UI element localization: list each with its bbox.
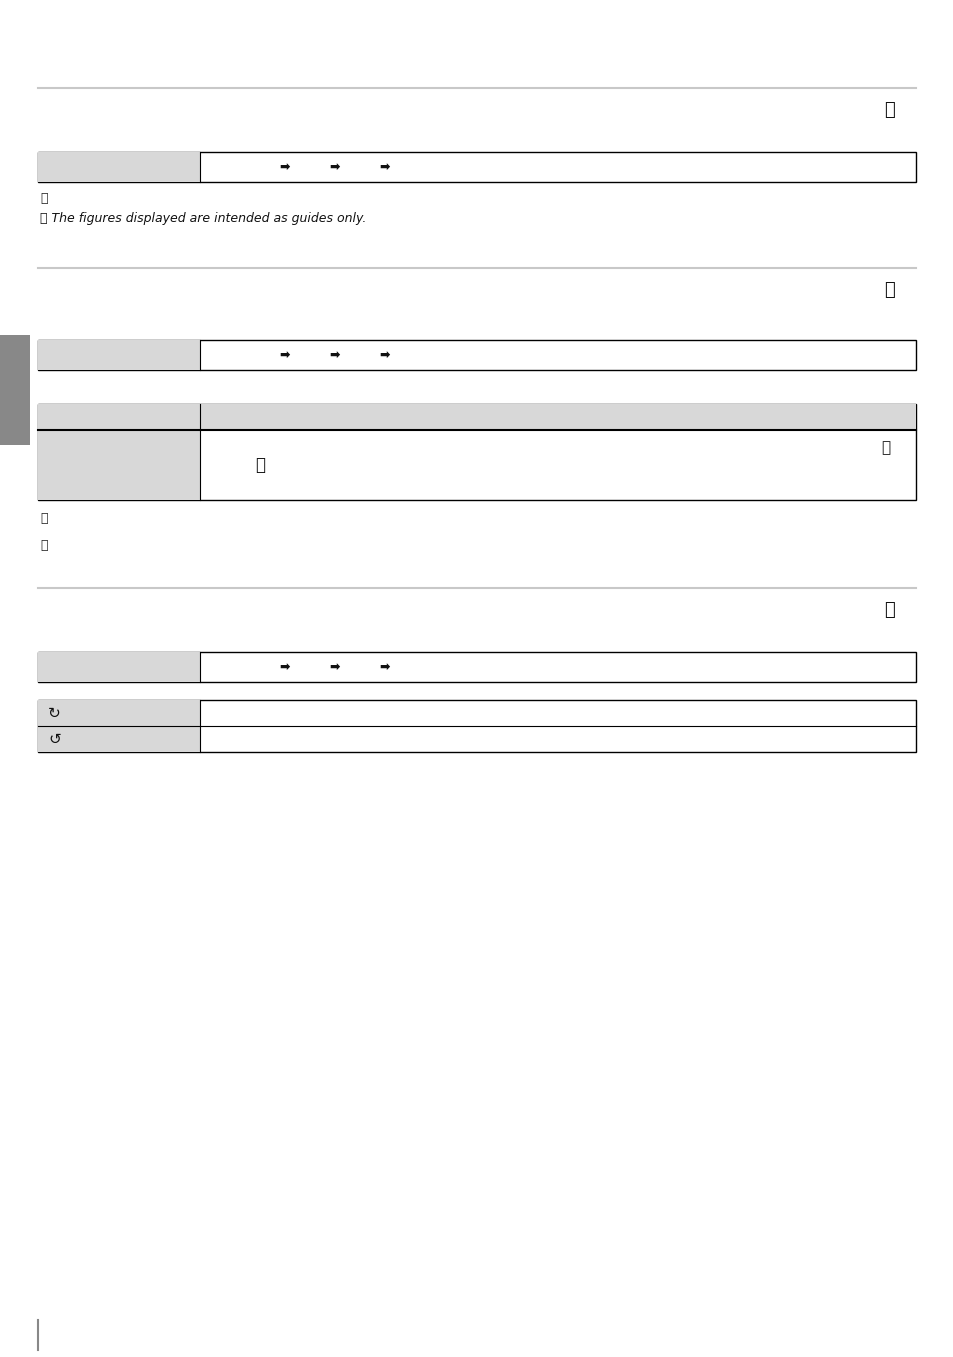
- Bar: [38, 152, 200, 182]
- Text: ⓘ The figures displayed are intended as guides only.: ⓘ The figures displayed are intended as …: [40, 212, 366, 224]
- Text: ⓘ: ⓘ: [40, 191, 48, 205]
- Bar: [38, 651, 200, 683]
- Text: 🎥: 🎥: [883, 100, 895, 119]
- Text: ➡: ➡: [279, 349, 290, 361]
- Text: 🎥: 🎥: [254, 456, 265, 474]
- Text: 🔍: 🔍: [40, 539, 48, 551]
- Text: ↻: ↻: [48, 706, 61, 721]
- Bar: [38, 341, 200, 370]
- Text: ➡: ➡: [330, 661, 340, 673]
- Bar: [38, 726, 200, 752]
- Text: ➡: ➡: [330, 349, 340, 361]
- Bar: [38, 152, 915, 182]
- Bar: [38, 404, 915, 499]
- Text: 📷: 📷: [881, 441, 890, 456]
- Text: ➡: ➡: [379, 661, 390, 673]
- Text: 🎥: 🎥: [883, 281, 895, 299]
- Bar: [38, 700, 915, 752]
- Bar: [0, 335, 30, 445]
- Bar: [38, 651, 915, 683]
- Bar: [38, 404, 915, 430]
- Text: ➡: ➡: [379, 349, 390, 361]
- Text: ➡: ➡: [330, 160, 340, 174]
- Bar: [38, 341, 915, 370]
- Text: ➡: ➡: [379, 160, 390, 174]
- Text: ➡: ➡: [279, 160, 290, 174]
- Text: 🎥: 🎥: [883, 601, 895, 619]
- Text: ➡: ➡: [279, 661, 290, 673]
- Text: ⓘ: ⓘ: [40, 512, 48, 525]
- Bar: [38, 700, 200, 726]
- Text: ↺: ↺: [48, 731, 61, 746]
- Bar: [38, 430, 200, 499]
